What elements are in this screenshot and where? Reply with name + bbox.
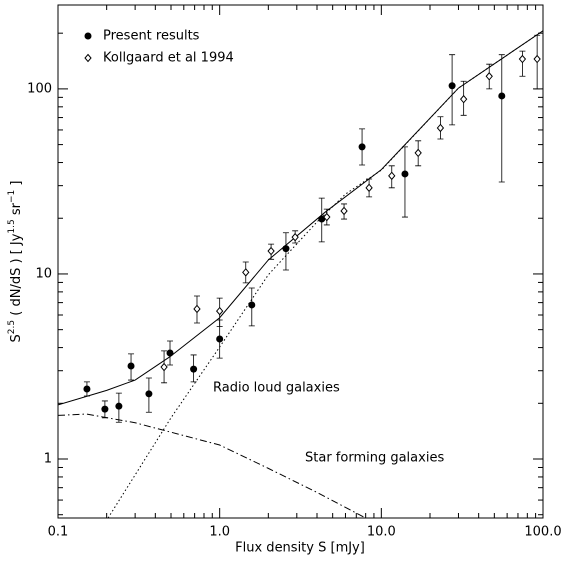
model-curve [58, 413, 366, 518]
x-tick-label: 1.0 [209, 525, 230, 540]
data-point [248, 301, 256, 309]
x-tick-label: 100.0 [524, 525, 561, 540]
data-point [388, 171, 396, 181]
y-label-text: sr [9, 202, 24, 219]
y-axis-label: S2.5 ( dN/dS ) [ Jy1.5 sr−1 ] [7, 181, 24, 343]
y-label-text: S [9, 334, 24, 342]
data-point [193, 304, 201, 314]
data-point [498, 92, 506, 100]
data-point [401, 170, 409, 178]
data-point [533, 54, 541, 64]
y-label-superscript: 2.5 [7, 320, 17, 334]
data-point [216, 335, 224, 343]
data-point [518, 54, 527, 64]
data-point [485, 72, 493, 81]
plot-frame [57, 4, 544, 519]
error-bar [401, 146, 408, 218]
annotation: Star forming galaxies [305, 451, 444, 466]
x-tick-label: 0.1 [48, 525, 69, 540]
data-point [436, 123, 445, 133]
legend-entry: Present results [84, 29, 200, 44]
data-point [145, 390, 153, 398]
data-point [340, 206, 348, 216]
data-point [160, 362, 168, 372]
data-point [323, 212, 331, 222]
model-curve [58, 30, 543, 406]
data-point [216, 306, 224, 316]
data-point [267, 246, 275, 256]
data-point [166, 349, 174, 357]
data-point [190, 365, 198, 373]
data-point [127, 362, 135, 370]
data-point [83, 385, 91, 393]
data-point [459, 94, 468, 104]
data-point [358, 143, 366, 151]
model-curve [107, 30, 543, 518]
y-label-text: ] [9, 181, 24, 190]
y-tick-label: 10 [35, 266, 52, 281]
legend-label: Kollgaard et al 1994 [103, 51, 234, 66]
y-label-text: ( dN/dS ) [ Jy [9, 233, 24, 320]
legend-entry: Kollgaard et al 1994 [84, 51, 234, 66]
error-bar [498, 54, 505, 183]
y-tick-label: 1 [44, 452, 52, 467]
legend-symbol [84, 53, 92, 63]
annotation: Radio loud galaxies [213, 381, 340, 396]
x-tick-label: 10.0 [367, 525, 396, 540]
data-point [291, 232, 299, 242]
legend-symbol [84, 32, 92, 40]
y-label-superscript: 1.5 [7, 219, 17, 233]
data-point [414, 148, 422, 158]
error-bar [449, 54, 456, 126]
legend-label: Present results [103, 29, 200, 44]
data-point [101, 405, 109, 413]
y-tick-label: 100 [27, 81, 52, 96]
data-point [242, 268, 250, 277]
data-point [115, 402, 123, 410]
data-point [448, 82, 456, 90]
data-point [282, 245, 290, 253]
y-label-superscript: −1 [7, 190, 17, 203]
data-point [365, 183, 373, 193]
x-axis-label: Flux density S [mJy] [235, 541, 365, 556]
